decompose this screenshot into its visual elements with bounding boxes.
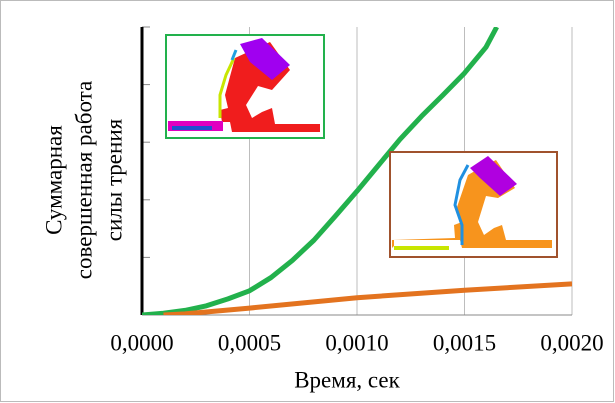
inset-drawing bbox=[166, 35, 324, 138]
x-tick-label: 0,0010 bbox=[325, 330, 388, 355]
chart: 0,0000 0,0005 0,0010 0,0015 0,0020 Время, сек… bbox=[0, 0, 615, 403]
inset-drawing bbox=[390, 152, 557, 257]
x-tick-label: 0,0005 bbox=[218, 330, 281, 355]
x-tick-label: 0,0020 bbox=[540, 330, 603, 355]
x-axis-label: Время, сек bbox=[294, 367, 400, 392]
y-axis-label: силы трения bbox=[101, 118, 126, 241]
y-axis-label: Суммарная bbox=[41, 125, 66, 235]
x-tick-label: 0,0015 bbox=[433, 330, 496, 355]
y-axis-label: совершенная работа bbox=[71, 81, 96, 279]
x-tick-label: 0,0000 bbox=[110, 330, 173, 355]
